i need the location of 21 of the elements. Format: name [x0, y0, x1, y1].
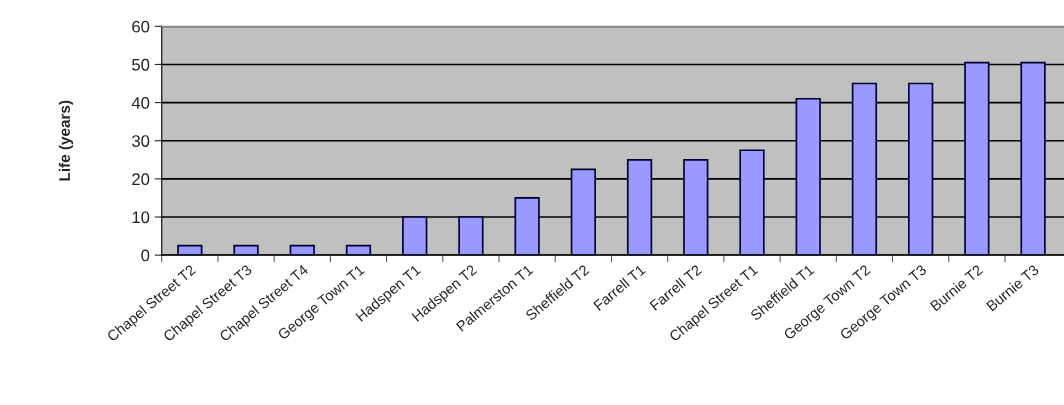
y-tick-label: 0 [141, 249, 150, 262]
y-tick-label: 30 [132, 135, 150, 147]
bar [683, 158, 709, 256]
bar [795, 97, 821, 256]
bar [570, 168, 596, 256]
y-tick-label: 50 [132, 58, 150, 71]
bar [739, 149, 765, 256]
bar [458, 216, 484, 256]
bar [514, 197, 540, 256]
y-axis-title: Life (years) [58, 100, 74, 181]
bar [851, 82, 878, 256]
y-tick-label: 60 [132, 20, 150, 33]
y-tick-label: 20 [132, 173, 150, 186]
y-tick-label: 10 [132, 211, 150, 224]
bar [233, 244, 259, 256]
y-tick-label: 40 [131, 97, 150, 109]
bar [964, 61, 990, 256]
bar [402, 216, 428, 256]
bar [908, 82, 934, 256]
bar [626, 158, 653, 256]
bar [1020, 61, 1046, 256]
